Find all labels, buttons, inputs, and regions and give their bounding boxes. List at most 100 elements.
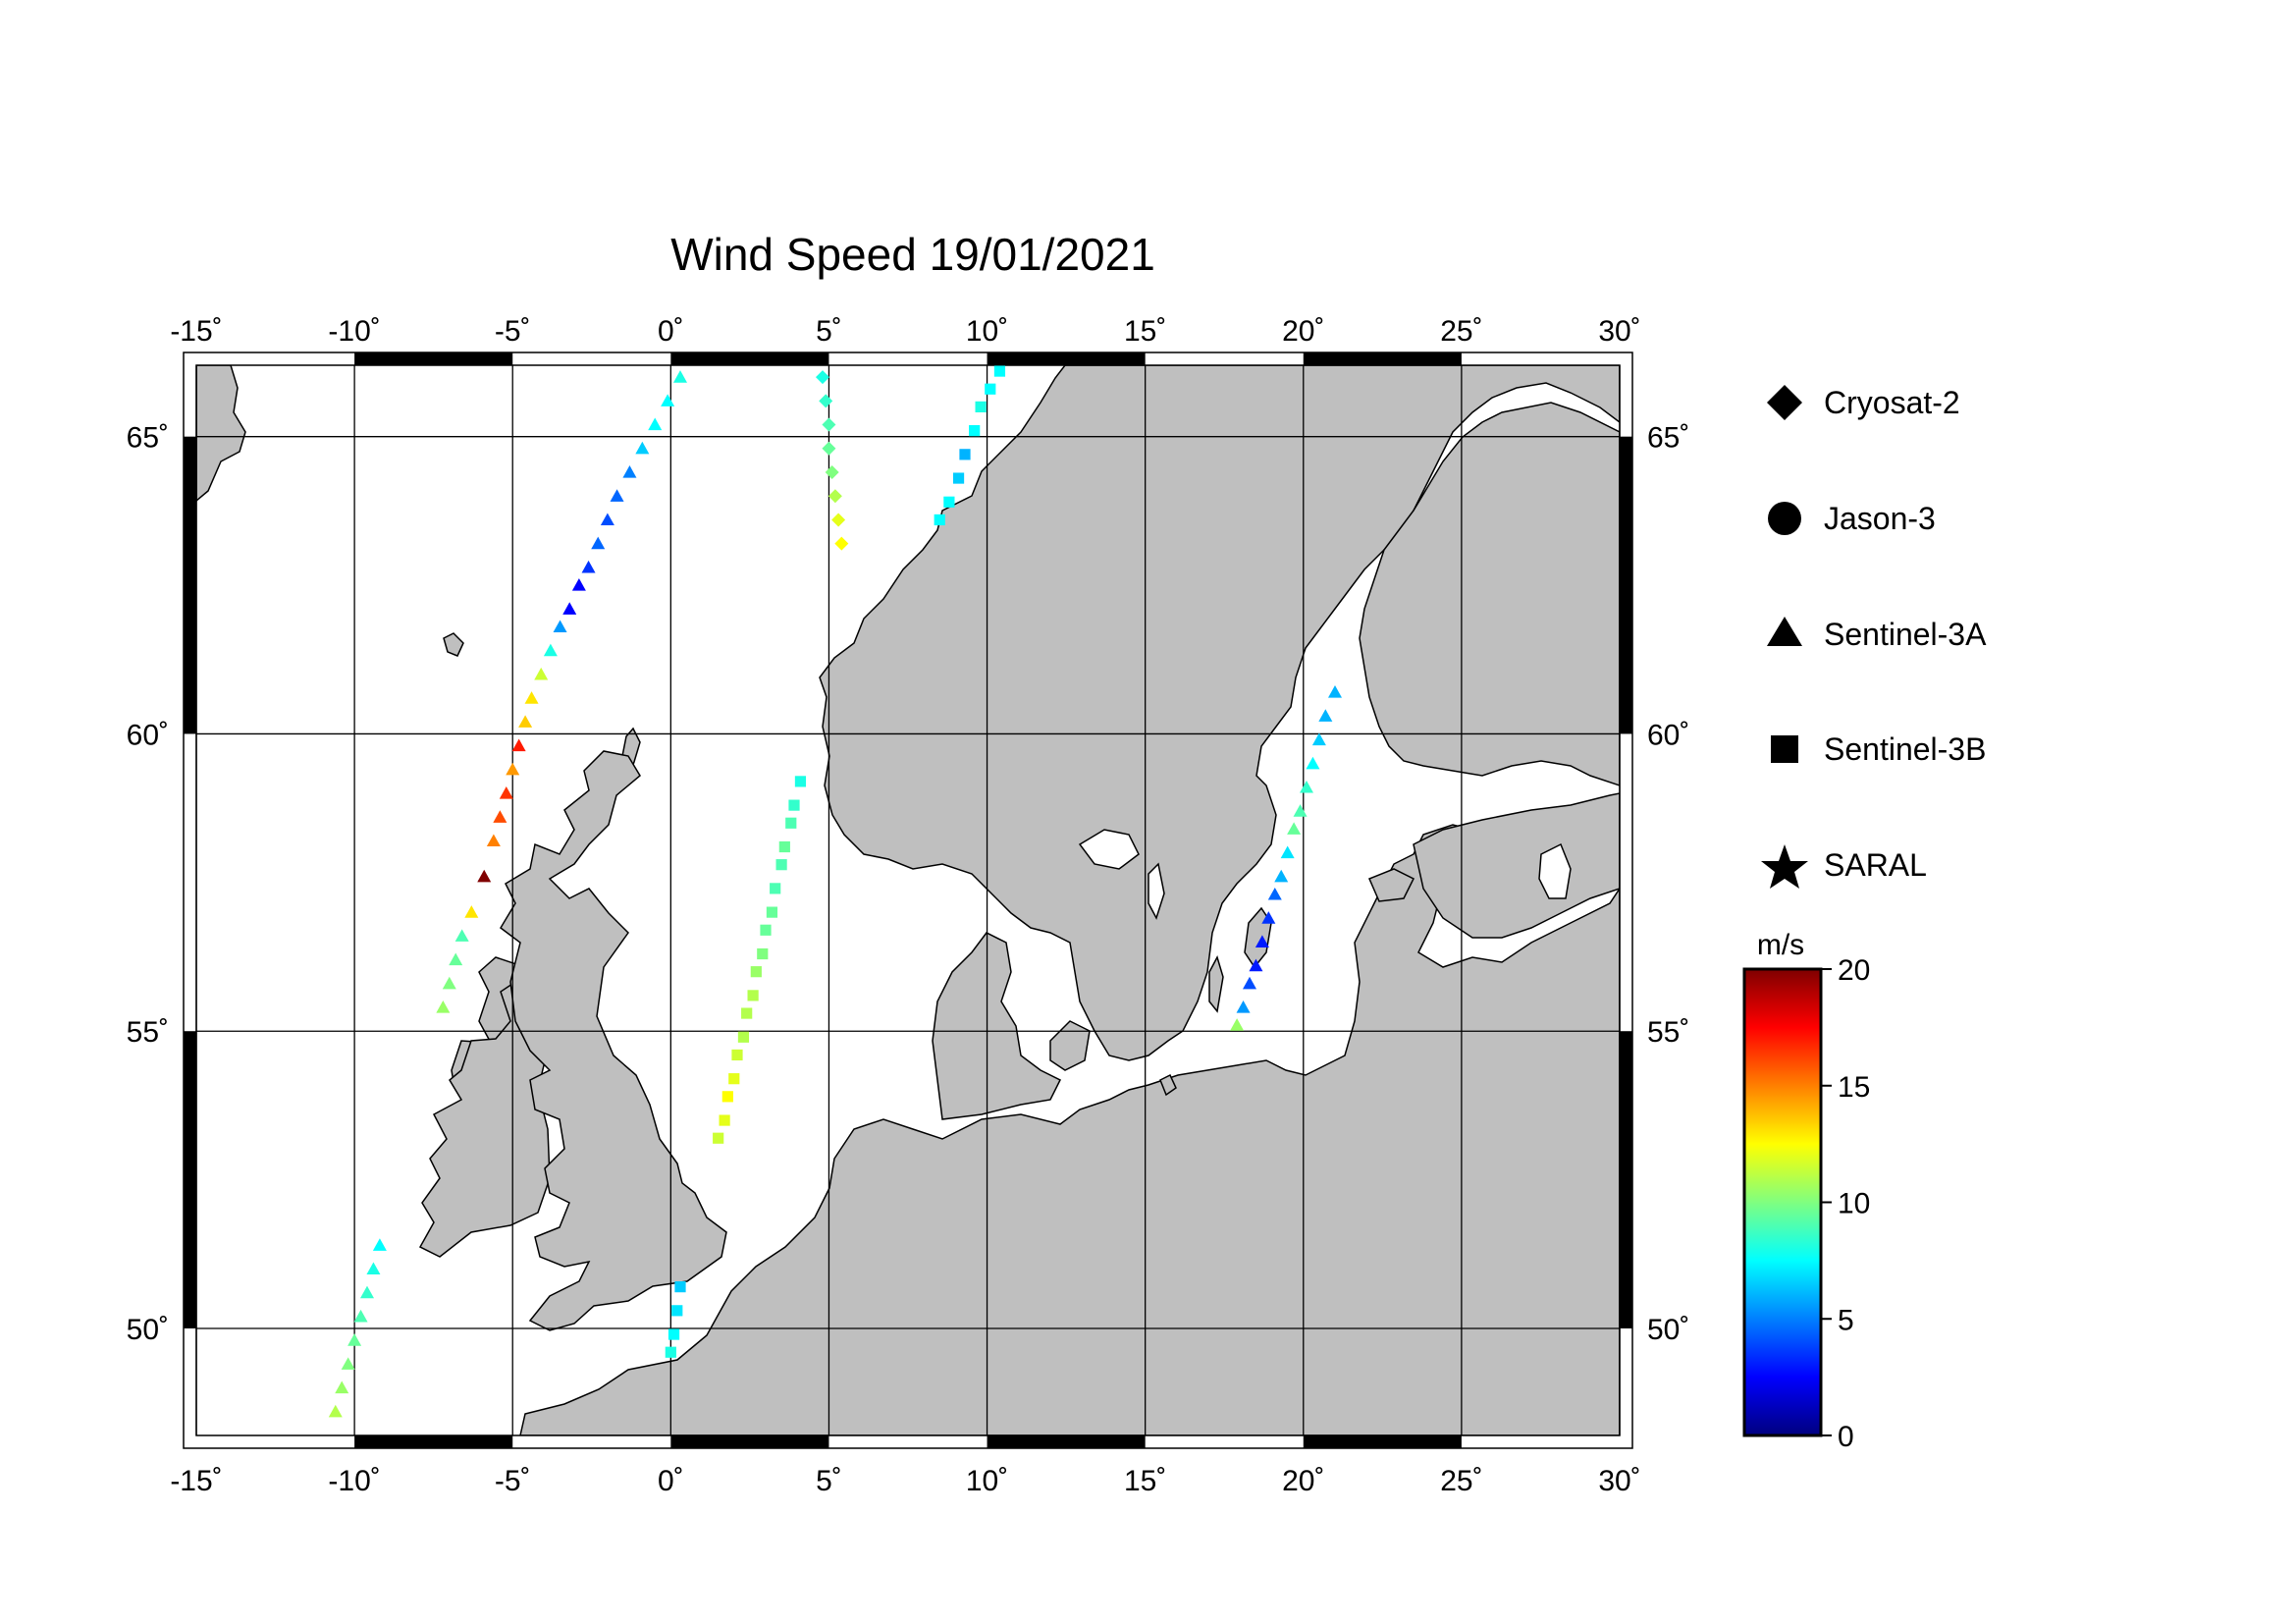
continental-europe-land xyxy=(519,824,1620,1435)
track-point-triangle xyxy=(499,786,513,799)
denmark-land xyxy=(932,932,1062,1120)
latitude-tick-label: 60˚ xyxy=(127,719,169,751)
frame-segment xyxy=(1620,1031,1632,1328)
track-point-square xyxy=(665,1346,676,1358)
longitude-tick-label: 5˚ xyxy=(816,315,842,348)
faroe-islands xyxy=(443,632,464,657)
track-point-square xyxy=(934,514,945,526)
longitude-tick-label: 0˚ xyxy=(658,1465,684,1497)
latitude-tick-label: 65˚ xyxy=(127,422,169,455)
track-point-diamond xyxy=(816,370,829,385)
track-point-square xyxy=(737,1031,750,1043)
track-point-square xyxy=(975,401,987,412)
longitude-tick-label: 10˚ xyxy=(966,1465,1008,1497)
colorbar-ticks: 0 5 10 15 20 xyxy=(1821,954,1870,1453)
longitude-tick-label: 15˚ xyxy=(1124,315,1166,348)
lake-vattern xyxy=(1148,862,1165,920)
legend-label: Sentinel-3B xyxy=(1824,731,1986,767)
colorbar-unit-label: m/s xyxy=(1757,929,1804,961)
legend-label: Jason-3 xyxy=(1824,501,1936,536)
track-point-diamond xyxy=(822,417,836,432)
map-frame xyxy=(183,352,1633,1449)
track-point-square xyxy=(952,472,965,484)
track-point-triangle xyxy=(442,976,456,990)
track-cryosat-2 xyxy=(816,370,849,551)
longitude-tick-label: 30˚ xyxy=(1598,1465,1640,1497)
track-point-triangle xyxy=(610,489,624,502)
legend-label: Sentinel-3A xyxy=(1824,617,1987,652)
latitude-tick-label: 50˚ xyxy=(1647,1314,1689,1346)
track-point-triangle xyxy=(506,762,520,776)
track-point-square xyxy=(775,859,787,871)
legend-item-cryosat-2: Cryosat-2 xyxy=(1767,385,1960,420)
track-point-triangle xyxy=(1267,887,1282,900)
track-point-square xyxy=(778,840,790,853)
longitude-tick-label: 25˚ xyxy=(1440,1465,1482,1497)
track-point-triangle xyxy=(1274,869,1289,883)
track-point-square xyxy=(943,496,955,508)
track-point-square xyxy=(785,817,797,829)
track-point-triangle xyxy=(673,370,687,383)
map-area: -15˚ -10˚ -5˚ 0˚ 5˚ 10˚ 15˚ 20˚ 25˚ 30˚ -15˚ -10˚ -… xyxy=(127,315,1690,1497)
track-point-triangle xyxy=(511,738,526,752)
track-point-triangle xyxy=(661,394,675,406)
track-point-square xyxy=(671,1305,683,1317)
longitude-tick-label: -15˚ xyxy=(170,1465,222,1497)
track-point-triangle xyxy=(562,602,577,615)
track-point-triangle xyxy=(543,643,558,657)
frame-segment xyxy=(987,1435,1146,1448)
track-point-triangle xyxy=(486,834,501,847)
track-point-square xyxy=(667,1328,680,1340)
land-masses xyxy=(196,365,1620,1435)
frame-segment xyxy=(1620,436,1632,734)
track-point-square xyxy=(757,947,769,960)
track-point-triangle xyxy=(341,1357,355,1370)
track-point-square xyxy=(794,776,807,787)
track-point-triangle xyxy=(1318,709,1333,722)
track-point-triangle xyxy=(328,1404,343,1418)
iceland-land xyxy=(196,365,246,502)
track-point-triangle xyxy=(571,578,586,591)
longitude-tick-label: 0˚ xyxy=(658,315,684,348)
triangle-icon xyxy=(1767,617,1802,646)
track-point-triangle xyxy=(436,1001,451,1013)
estonia-land xyxy=(1413,792,1620,939)
bornholm-island xyxy=(1159,1073,1177,1097)
latitude-tick-label: 55˚ xyxy=(1647,1016,1689,1049)
lake-ladoga xyxy=(1538,842,1572,899)
latitude-tick-label: 65˚ xyxy=(1647,422,1689,455)
colorbar-tick-label: 20 xyxy=(1838,954,1870,987)
colorbar-tick-label: 15 xyxy=(1838,1071,1870,1104)
track-point-triangle xyxy=(1280,845,1295,859)
track-point-triangle xyxy=(1306,756,1320,770)
track-point-triangle xyxy=(366,1262,381,1275)
track-point-triangle xyxy=(335,1380,349,1394)
colorbar-gradient xyxy=(1742,967,1823,1437)
frame-segment xyxy=(670,1435,829,1448)
track-point-diamond xyxy=(822,441,836,456)
track-point-triangle xyxy=(1328,685,1342,698)
track-point-square xyxy=(770,883,781,894)
track-point-triangle xyxy=(1249,958,1263,972)
colorbar-tick-label: 5 xyxy=(1838,1304,1854,1336)
saaremaa-island xyxy=(1368,868,1415,902)
track-point-square xyxy=(728,1073,740,1085)
track-point-triangle xyxy=(372,1238,387,1251)
track-point-diamond xyxy=(834,536,849,551)
track-point-triangle xyxy=(534,667,549,680)
great-britain-land xyxy=(500,750,727,1331)
track-point-square xyxy=(959,449,971,460)
track-point-triangle xyxy=(591,536,606,550)
frame-segment xyxy=(354,352,513,365)
track-point-triangle xyxy=(1293,804,1308,817)
track-point-diamond xyxy=(819,394,833,408)
track-point-triangle xyxy=(1287,822,1302,835)
wind-speed-colorbar: m/s 0 5 10 15 20 xyxy=(1742,929,1870,1453)
square-icon xyxy=(1771,735,1798,763)
track-point-square xyxy=(713,1132,724,1144)
longitude-tick-label: 25˚ xyxy=(1440,315,1482,348)
latitude-tick-label: 50˚ xyxy=(127,1314,169,1346)
track-sentinel-3b xyxy=(665,365,1006,1358)
track-point-square xyxy=(760,924,772,936)
